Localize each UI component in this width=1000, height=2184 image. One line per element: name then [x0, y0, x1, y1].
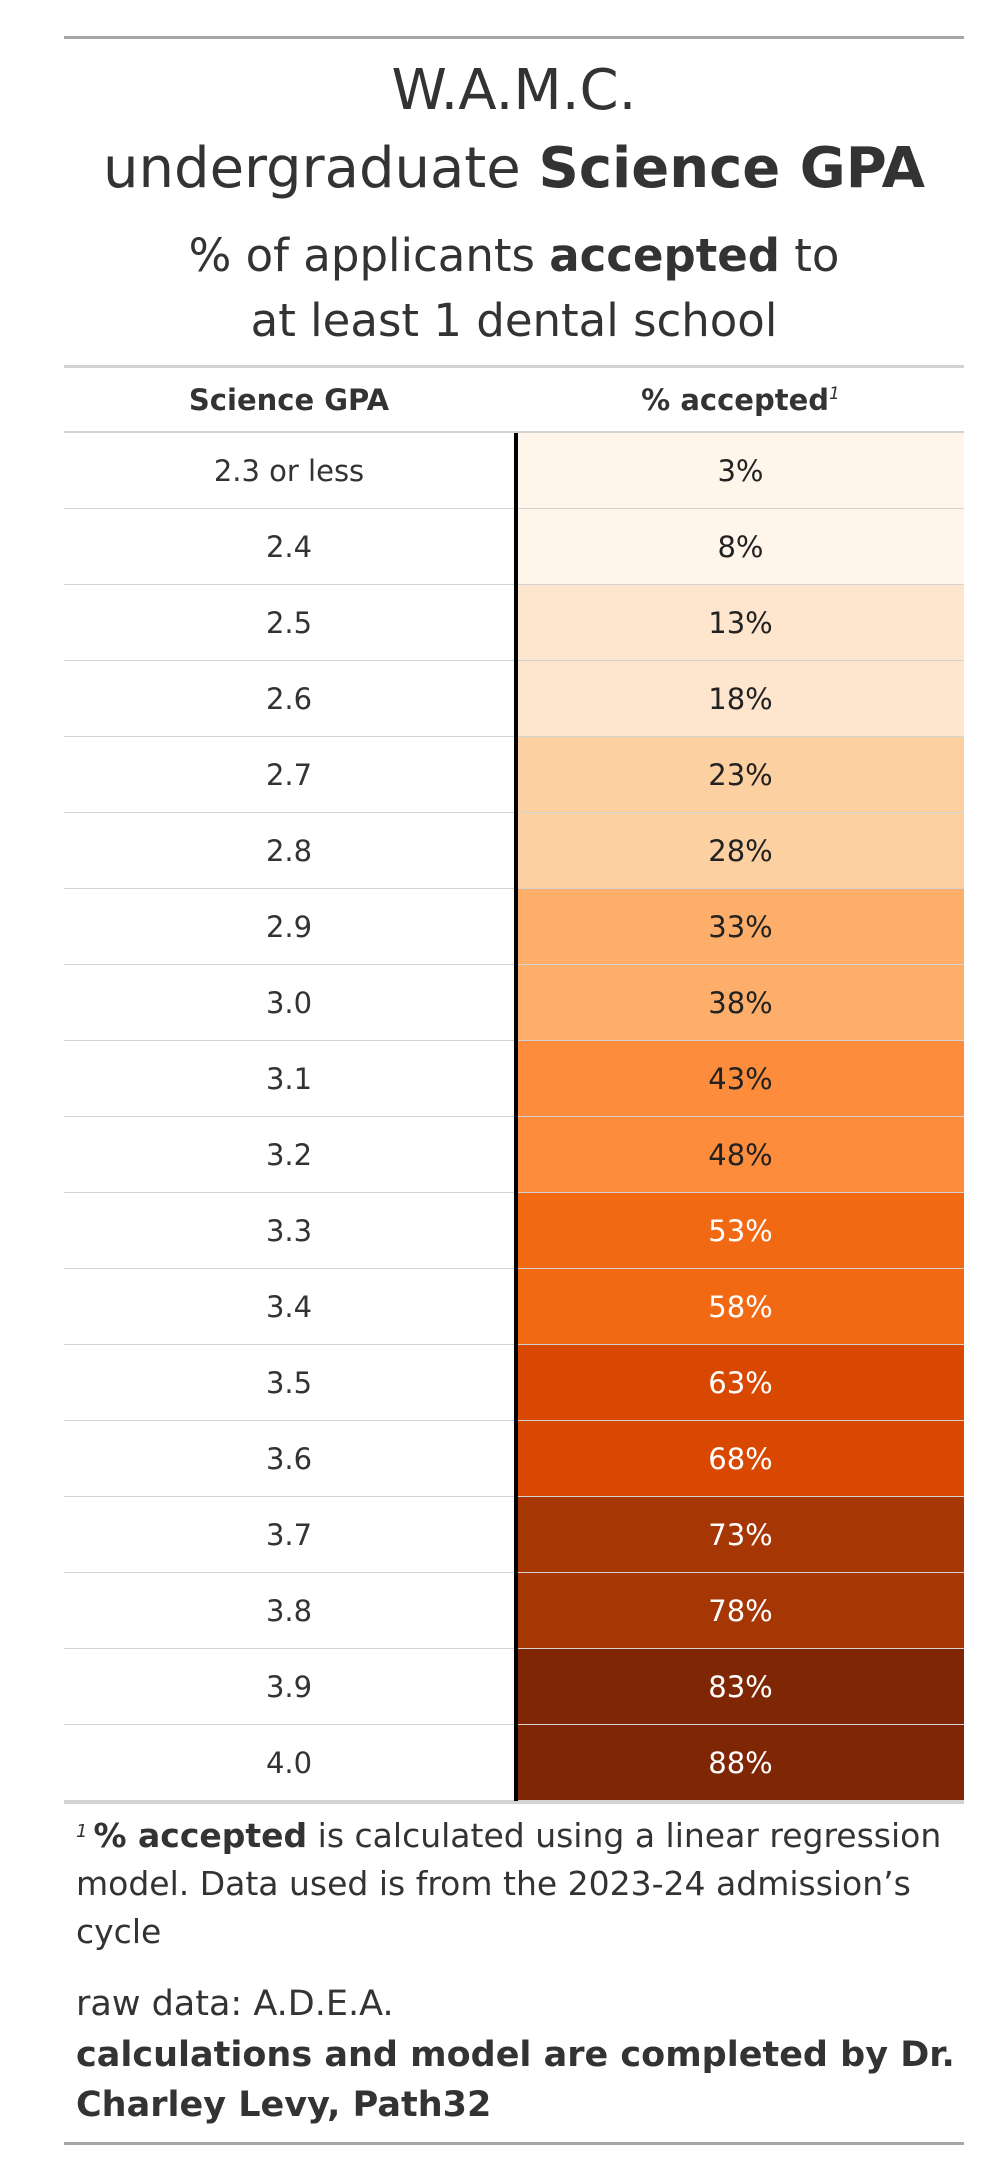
pct-cell: 13% [517, 585, 964, 661]
pct-cell: 68% [517, 1421, 964, 1497]
gpa-cell: 3.2 [64, 1117, 514, 1193]
table-row: 3.8 78% [64, 1573, 964, 1649]
table-row: 3.0 38% [64, 965, 964, 1041]
gpa-cell: 2.9 [64, 889, 514, 965]
pct-cell: 38% [517, 965, 964, 1041]
table-row: 2.6 18% [64, 661, 964, 737]
table-row: 3.4 58% [64, 1269, 964, 1345]
table-row: 2.8 28% [64, 813, 964, 889]
pct-cell: 73% [517, 1497, 964, 1573]
footnote-mark: 1 [76, 1821, 88, 1842]
table-row: 2.3 or less 3% [64, 433, 964, 509]
table-row: 3.5 63% [64, 1345, 964, 1421]
gpa-cell: 3.6 [64, 1421, 514, 1497]
column-header-pct: % accepted1 [517, 372, 964, 428]
gpa-cell: 2.7 [64, 737, 514, 813]
gpa-cell: 3.7 [64, 1497, 514, 1573]
title-prefix: undergraduate [103, 136, 539, 201]
title-line-2: undergraduate Science GPA [64, 136, 964, 202]
gpa-cell: 3.8 [64, 1573, 514, 1649]
subtitle-prefix: % of applicants [188, 229, 550, 282]
pct-cell: 8% [517, 509, 964, 585]
gpa-cell: 4.0 [64, 1725, 514, 1801]
gpa-cell: 2.4 [64, 509, 514, 585]
pct-cell: 28% [517, 813, 964, 889]
table-row: 3.1 43% [64, 1041, 964, 1117]
gpa-cell: 3.0 [64, 965, 514, 1041]
credit-note: calculations and model are completed by … [76, 2035, 955, 2125]
table-row: 3.6 68% [64, 1421, 964, 1497]
bottom-rule [64, 2142, 964, 2145]
gpa-cell: 3.9 [64, 1649, 514, 1725]
table-row: 3.9 83% [64, 1649, 964, 1725]
title-line-1: W.A.M.C. [391, 58, 637, 123]
footnote: 1% accepted is calculated using a linear… [76, 1812, 956, 1956]
pct-cell: 88% [517, 1725, 964, 1801]
gpa-cell: 3.5 [64, 1345, 514, 1421]
pct-cell: 3% [517, 433, 964, 509]
table-row: 3.2 48% [64, 1117, 964, 1193]
subtitle-line-2: at least 1 dental school [250, 294, 778, 347]
source-note: raw data: A.D.E.A. [76, 1984, 394, 2024]
gpa-cell: 3.1 [64, 1041, 514, 1117]
header-rule [64, 365, 964, 368]
column-header-pct-label: % accepted [641, 383, 829, 417]
table-row: 2.9 33% [64, 889, 964, 965]
title-bold: Science GPA [538, 136, 925, 201]
gpa-cell: 3.4 [64, 1269, 514, 1345]
table-row: 2.5 13% [64, 585, 964, 661]
column-header-gpa: Science GPA [188, 383, 390, 417]
gpa-cell: 2.3 or less [64, 433, 514, 509]
pct-cell: 58% [517, 1269, 964, 1345]
pct-cell: 78% [517, 1573, 964, 1649]
table-row: 4.0 88% [64, 1725, 964, 1801]
subtitle-suffix: to [779, 229, 840, 282]
column-divider [514, 433, 518, 1801]
gpa-cell: 2.6 [64, 661, 514, 737]
footnote-bold: % accepted [93, 1816, 308, 1855]
gpa-cell: 2.5 [64, 585, 514, 661]
column-header-rule [64, 431, 964, 433]
gpa-cell: 3.3 [64, 1193, 514, 1269]
table-row: 3.3 53% [64, 1193, 964, 1269]
gpa-cell: 2.8 [64, 813, 514, 889]
pct-cell: 63% [517, 1345, 964, 1421]
top-rule [64, 36, 964, 39]
pct-cell: 53% [517, 1193, 964, 1269]
subtitle-bold: accepted [549, 229, 780, 282]
pct-cell: 48% [517, 1117, 964, 1193]
pct-cell: 23% [517, 737, 964, 813]
table-row: 2.4 8% [64, 509, 964, 585]
pct-cell: 43% [517, 1041, 964, 1117]
subtitle-line-1: % of applicants accepted to [64, 228, 964, 284]
table-row: 2.7 23% [64, 737, 964, 813]
pct-cell: 18% [517, 661, 964, 737]
table-bottom-rule [64, 1801, 964, 1804]
pct-cell: 83% [517, 1649, 964, 1725]
column-header-footnote-mark: 1 [829, 384, 840, 404]
pct-cell: 33% [517, 889, 964, 965]
footnote-text: is calculated using a linear regression … [76, 1816, 942, 1951]
